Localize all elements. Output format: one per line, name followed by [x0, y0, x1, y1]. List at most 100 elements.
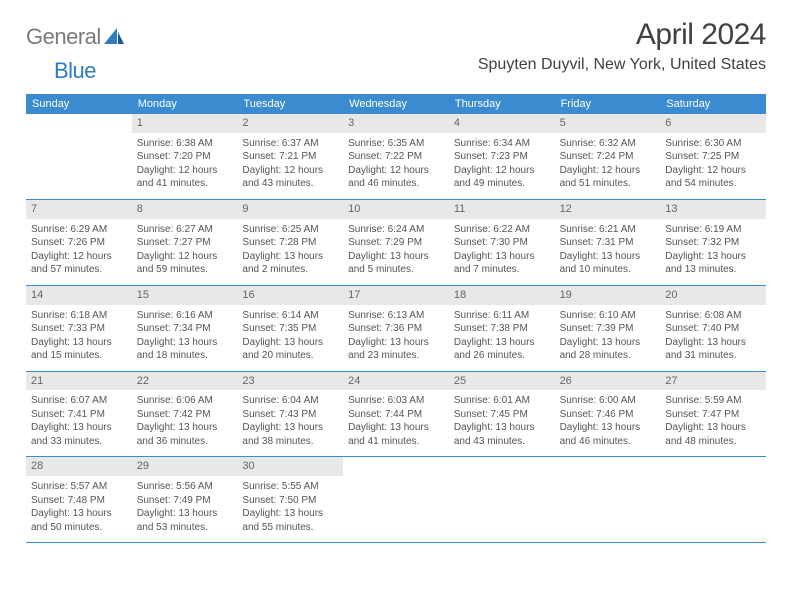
day-cell: 12 Sunrise: 6:21 AMSunset: 7:31 PMDayligh… — [555, 200, 661, 285]
day-number: 22 — [132, 372, 238, 391]
daylight-text: Daylight: 12 hours and 43 minutes. — [242, 164, 338, 191]
day-cell: 20Sunrise: 6:08 AMSunset: 7:40 PMDayligh… — [660, 286, 766, 371]
day-cell: 24Sunrise: 6:03 AMSunset: 7:44 PMDayligh… — [343, 372, 449, 457]
sunrise-text: Sunrise: 6:07 AM — [31, 394, 127, 408]
daylight-text: Daylight: 13 hours and 5 minutes. — [348, 250, 444, 277]
day-number: 11 — [449, 200, 555, 219]
sunset-text: Sunset: 7:44 PM — [348, 408, 444, 422]
weekday-header: Friday — [555, 94, 661, 114]
sunrise-text: Sunrise: 6:04 AM — [242, 394, 338, 408]
sunrise-text: Sunrise: 6:24 AM — [348, 223, 444, 237]
day-info: Sunrise: 6:18 AMSunset: 7:33 PMDaylight:… — [31, 309, 127, 363]
calendar: SundayMondayTuesdayWednesdayThursdayFrid… — [26, 94, 766, 543]
day-info: Sunrise: 6:14 AMSunset: 7:35 PMDaylight:… — [242, 309, 338, 363]
day-info: Sunrise: 6:00 AMSunset: 7:46 PMDaylight:… — [560, 394, 656, 448]
day-info: Sunrise: 6:34 AMSunset: 7:23 PMDaylight:… — [454, 137, 550, 191]
daylight-text: Daylight: 13 hours and 15 minutes. — [31, 336, 127, 363]
sunset-text: Sunset: 7:43 PM — [242, 408, 338, 422]
sunrise-text: Sunrise: 5:56 AM — [137, 480, 233, 494]
sunrise-text: Sunrise: 6:29 AM — [31, 223, 127, 237]
day-cell: 8Sunrise: 6:27 AMSunset: 7:27 PMDaylight… — [132, 200, 238, 285]
daylight-text: Daylight: 13 hours and 33 minutes. — [31, 421, 127, 448]
day-number: 17 — [343, 286, 449, 305]
day-number: 3 — [343, 114, 449, 133]
sunrise-text: Sunrise: 6:14 AM — [242, 309, 338, 323]
day-cell — [343, 457, 449, 542]
day-cell: 13Sunrise: 6:19 AMSunset: 7:32 PMDayligh… — [660, 200, 766, 285]
daylight-text: Daylight: 13 hours and 46 minutes. — [560, 421, 656, 448]
day-info: Sunrise: 5:56 AMSunset: 7:49 PMDaylight:… — [137, 480, 233, 534]
day-cell — [449, 457, 555, 542]
weekday-header: Thursday — [449, 94, 555, 114]
sunset-text: Sunset: 7:36 PM — [348, 322, 444, 336]
week-row: 1Sunrise: 6:38 AMSunset: 7:20 PMDaylight… — [26, 114, 766, 200]
sunrise-text: Sunrise: 6:34 AM — [454, 137, 550, 151]
sunset-text: Sunset: 7:42 PM — [137, 408, 233, 422]
daylight-text: Daylight: 13 hours and 7 minutes. — [454, 250, 550, 277]
weekday-header-row: SundayMondayTuesdayWednesdayThursdayFrid… — [26, 94, 766, 114]
day-cell: 9Sunrise: 6:25 AMSunset: 7:28 PMDaylight… — [237, 200, 343, 285]
sunset-text: Sunset: 7:29 PM — [348, 236, 444, 250]
day-number: 25 — [449, 372, 555, 391]
sunset-text: Sunset: 7:47 PM — [665, 408, 761, 422]
sunset-text: Sunset: 7:48 PM — [31, 494, 127, 508]
day-info: Sunrise: 6:32 AMSunset: 7:24 PMDaylight:… — [560, 137, 656, 191]
sunset-text: Sunset: 7:20 PM — [137, 150, 233, 164]
day-info: Sunrise: 5:59 AMSunset: 7:47 PMDaylight:… — [665, 394, 761, 448]
sunset-text: Sunset: 7:26 PM — [31, 236, 127, 250]
day-cell: 18Sunrise: 6:11 AMSunset: 7:38 PMDayligh… — [449, 286, 555, 371]
logo: General — [26, 24, 124, 50]
daylight-text: Daylight: 12 hours and 59 minutes. — [137, 250, 233, 277]
day-info: Sunrise: 6:21 AMSunset: 7:31 PMDaylight:… — [560, 223, 656, 277]
day-info: Sunrise: 6:25 AMSunset: 7:28 PMDaylight:… — [242, 223, 338, 277]
week-row: 14 Sunrise: 6:18 AMSunset: 7:33 PMDayligh… — [26, 286, 766, 372]
daylight-text: Daylight: 13 hours and 53 minutes. — [137, 507, 233, 534]
sunset-text: Sunset: 7:32 PM — [665, 236, 761, 250]
day-cell: 17 Sunrise: 6:13 AMSunset: 7:36 PMDayligh… — [343, 286, 449, 371]
sunrise-text: Sunrise: 6:11 AM — [454, 309, 550, 323]
day-info: Sunrise: 6:07 AMSunset: 7:41 PMDaylight:… — [31, 394, 127, 448]
day-number: 24 — [343, 372, 449, 391]
sunset-text: Sunset: 7:33 PM — [31, 322, 127, 336]
daylight-text: Daylight: 13 hours and 2 minutes. — [242, 250, 338, 277]
day-number: 12 — [555, 200, 661, 219]
daylight-text: Daylight: 13 hours and 55 minutes. — [242, 507, 338, 534]
daylight-text: Daylight: 13 hours and 50 minutes. — [31, 507, 127, 534]
day-number: 21 — [26, 372, 132, 391]
day-cell: 2Sunrise: 6:37 AMSunset: 7:21 PMDaylight… — [237, 114, 343, 199]
sunrise-text: Sunrise: 5:59 AM — [665, 394, 761, 408]
sunrise-text: Sunrise: 6:21 AM — [560, 223, 656, 237]
day-info: Sunrise: 5:57 AMSunset: 7:48 PMDaylight:… — [31, 480, 127, 534]
week-row: 21 Sunrise: 6:07 AMSunset: 7:41 PMDayligh… — [26, 372, 766, 458]
sunrise-text: Sunrise: 6:30 AM — [665, 137, 761, 151]
logo-word-1: General — [26, 24, 101, 50]
day-info: Sunrise: 6:37 AMSunset: 7:21 PMDaylight:… — [242, 137, 338, 191]
day-cell: 22Sunrise: 6:06 AMSunset: 7:42 PMDayligh… — [132, 372, 238, 457]
day-info: Sunrise: 6:24 AMSunset: 7:29 PMDaylight:… — [348, 223, 444, 277]
day-number: 23 — [237, 372, 343, 391]
weekday-header: Sunday — [26, 94, 132, 114]
day-cell: 28Sunrise: 5:57 AMSunset: 7:48 PMDayligh… — [26, 457, 132, 542]
day-info: Sunrise: 6:22 AMSunset: 7:30 PMDaylight:… — [454, 223, 550, 277]
day-info: Sunrise: 6:13 AMSunset: 7:36 PMDaylight:… — [348, 309, 444, 363]
sunrise-text: Sunrise: 6:37 AM — [242, 137, 338, 151]
sunrise-text: Sunrise: 6:08 AM — [665, 309, 761, 323]
sunrise-text: Sunrise: 6:16 AM — [137, 309, 233, 323]
daylight-text: Daylight: 12 hours and 41 minutes. — [137, 164, 233, 191]
sunrise-text: Sunrise: 6:19 AM — [665, 223, 761, 237]
day-number: 8 — [132, 200, 238, 219]
sunset-text: Sunset: 7:25 PM — [665, 150, 761, 164]
weekday-header: Tuesday — [237, 94, 343, 114]
sunset-text: Sunset: 7:38 PM — [454, 322, 550, 336]
sunrise-text: Sunrise: 6:10 AM — [560, 309, 656, 323]
day-cell: 7Sunrise: 6:29 AMSunset: 7:26 PMDaylight… — [26, 200, 132, 285]
day-number: 14 — [26, 286, 132, 305]
daylight-text: Daylight: 13 hours and 31 minutes. — [665, 336, 761, 363]
day-cell: 1Sunrise: 6:38 AMSunset: 7:20 PMDaylight… — [132, 114, 238, 199]
sunrise-text: Sunrise: 5:57 AM — [31, 480, 127, 494]
day-cell: 6Sunrise: 6:30 AMSunset: 7:25 PMDaylight… — [660, 114, 766, 199]
sunset-text: Sunset: 7:39 PM — [560, 322, 656, 336]
day-cell: 27Sunrise: 5:59 AMSunset: 7:47 PMDayligh… — [660, 372, 766, 457]
day-info: Sunrise: 6:30 AMSunset: 7:25 PMDaylight:… — [665, 137, 761, 191]
day-cell: 14 Sunrise: 6:18 AMSunset: 7:33 PMDayligh… — [26, 286, 132, 371]
